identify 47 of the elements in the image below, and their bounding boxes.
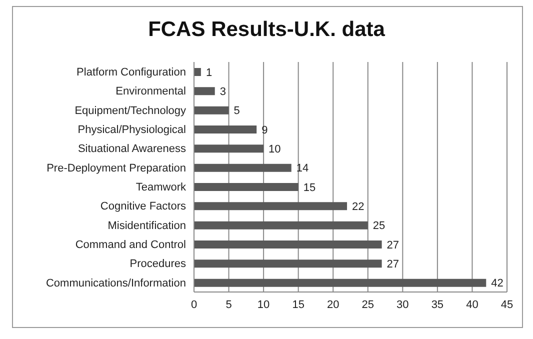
y-tick-label: Physical/Physiological (78, 124, 186, 136)
bar (194, 240, 382, 248)
y-tick-label: Teamwork (136, 181, 186, 194)
y-tick-label: Environmental (116, 86, 186, 98)
bar (194, 278, 486, 287)
data-label: 1 (206, 66, 212, 79)
bar (194, 144, 264, 153)
data-label: 5 (234, 105, 240, 118)
data-label: 27 (386, 239, 400, 252)
y-tick-label: Platform Configuration (76, 66, 186, 78)
y-tick-label: Procedures (130, 258, 186, 270)
chart-title: FCAS Results-U.K. data (147, 18, 386, 42)
bar (194, 260, 382, 268)
y-tick-label: Cognitive Factors (100, 200, 186, 213)
x-tick-label: 0 (190, 298, 198, 311)
data-label: 25 (372, 220, 386, 232)
bar (194, 202, 348, 210)
y-tick-label: Pre-Deployment Preparation (46, 162, 186, 174)
x-tick-label: 30 (396, 298, 409, 311)
bar (194, 106, 229, 114)
data-label: 27 (386, 258, 400, 271)
y-tick-label: Equipment/Technology (74, 104, 186, 117)
data-label: 15 (303, 182, 316, 194)
x-tick-label: 25 (362, 298, 374, 311)
bar (194, 221, 368, 230)
data-label: 14 (296, 162, 309, 175)
x-tick-label: 20 (326, 298, 340, 311)
x-tick-label: 10 (257, 298, 270, 311)
x-tick-label: 35 (431, 298, 444, 311)
bar (194, 183, 298, 191)
bar (194, 126, 257, 134)
x-tick-label: 5 (226, 298, 232, 311)
bar (194, 87, 215, 96)
data-label: 42 (491, 278, 504, 290)
x-tick-label: 15 (292, 298, 304, 311)
data-label: 3 (220, 86, 226, 98)
x-tick-label: 45 (500, 298, 514, 311)
y-tick-label: Situational Awareness (78, 143, 186, 156)
y-tick-label: Misidentification (108, 220, 186, 232)
y-tick-label: Command and Control (75, 238, 186, 251)
x-tick-label: 40 (466, 298, 478, 311)
y-tick-label: Communications/Information (46, 277, 186, 290)
bar (194, 68, 201, 76)
bar (194, 164, 292, 172)
data-label: 10 (268, 144, 281, 156)
data-label: 9 (262, 124, 268, 136)
data-label: 22 (352, 201, 364, 214)
